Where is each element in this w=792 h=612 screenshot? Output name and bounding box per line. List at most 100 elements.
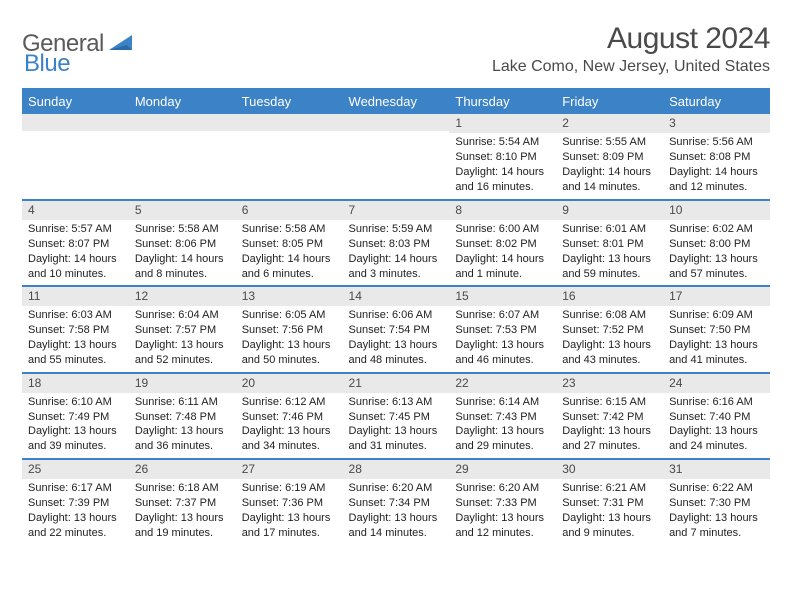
calendar-day-cell: 5Sunrise: 5:58 AMSunset: 8:06 PMDaylight… [129,200,236,286]
day-data: Sunrise: 6:18 AMSunset: 7:37 PMDaylight:… [129,479,236,544]
sunset-text: Sunset: 8:09 PM [562,150,657,165]
daylight-text: and 1 minute. [455,267,550,282]
sunset-text: Sunset: 7:48 PM [135,410,230,425]
sunset-text: Sunset: 8:07 PM [28,237,123,252]
day-data: Sunrise: 6:08 AMSunset: 7:52 PMDaylight:… [556,306,663,371]
day-data: Sunrise: 5:54 AMSunset: 8:10 PMDaylight:… [449,133,556,198]
day-data: Sunrise: 6:10 AMSunset: 7:49 PMDaylight:… [22,393,129,458]
daylight-text: Daylight: 14 hours [349,252,444,267]
weekday-header: Friday [556,90,663,114]
day-data: Sunrise: 6:03 AMSunset: 7:58 PMDaylight:… [22,306,129,371]
daylight-text: Daylight: 13 hours [455,511,550,526]
sunset-text: Sunset: 8:00 PM [669,237,764,252]
daylight-text: and 22 minutes. [28,526,123,541]
day-data: Sunrise: 6:20 AMSunset: 7:33 PMDaylight:… [449,479,556,544]
calendar-day-cell: 4Sunrise: 5:57 AMSunset: 8:07 PMDaylight… [22,200,129,286]
daylight-text: and 27 minutes. [562,439,657,454]
calendar-day-cell: 11Sunrise: 6:03 AMSunset: 7:58 PMDayligh… [22,286,129,372]
calendar-day-cell: 31Sunrise: 6:22 AMSunset: 7:30 PMDayligh… [663,459,770,545]
day-number: 18 [22,374,129,393]
sunrise-text: Sunrise: 6:01 AM [562,222,657,237]
daylight-text: and 14 minutes. [349,526,444,541]
calendar-day-cell: 27Sunrise: 6:19 AMSunset: 7:36 PMDayligh… [236,459,343,545]
sunrise-text: Sunrise: 6:07 AM [455,308,550,323]
sunrise-text: Sunrise: 6:14 AM [455,395,550,410]
calendar-day-cell: 10Sunrise: 6:02 AMSunset: 8:00 PMDayligh… [663,200,770,286]
month-title: August 2024 [492,22,770,56]
day-data: Sunrise: 6:15 AMSunset: 7:42 PMDaylight:… [556,393,663,458]
day-number: 10 [663,201,770,220]
day-number: 9 [556,201,663,220]
day-number [236,114,343,131]
calendar-day-cell: 8Sunrise: 6:00 AMSunset: 8:02 PMDaylight… [449,200,556,286]
sunrise-text: Sunrise: 5:56 AM [669,135,764,150]
daylight-text: and 48 minutes. [349,353,444,368]
daylight-text: Daylight: 13 hours [242,511,337,526]
sunrise-text: Sunrise: 6:17 AM [28,481,123,496]
day-number: 15 [449,287,556,306]
brand-triangle-icon [109,33,135,58]
calendar-day-cell: 13Sunrise: 6:05 AMSunset: 7:56 PMDayligh… [236,286,343,372]
calendar-day-cell: 24Sunrise: 6:16 AMSunset: 7:40 PMDayligh… [663,373,770,459]
day-number: 28 [343,460,450,479]
sunrise-text: Sunrise: 6:11 AM [135,395,230,410]
daylight-text: Daylight: 13 hours [242,424,337,439]
sunset-text: Sunset: 7:33 PM [455,496,550,511]
day-number: 4 [22,201,129,220]
day-number [343,114,450,131]
calendar-day-cell: 17Sunrise: 6:09 AMSunset: 7:50 PMDayligh… [663,286,770,372]
weekday-header: Saturday [663,90,770,114]
daylight-text: Daylight: 13 hours [349,511,444,526]
day-number: 25 [22,460,129,479]
daylight-text: Daylight: 13 hours [349,338,444,353]
sunset-text: Sunset: 8:08 PM [669,150,764,165]
daylight-text: Daylight: 13 hours [455,338,550,353]
sunrise-text: Sunrise: 5:54 AM [455,135,550,150]
day-number: 21 [343,374,450,393]
daylight-text: Daylight: 13 hours [28,338,123,353]
day-number: 19 [129,374,236,393]
calendar-week-row: 1Sunrise: 5:54 AMSunset: 8:10 PMDaylight… [22,114,770,200]
sunset-text: Sunset: 7:39 PM [28,496,123,511]
calendar-week-row: 11Sunrise: 6:03 AMSunset: 7:58 PMDayligh… [22,286,770,372]
sunrise-text: Sunrise: 6:12 AM [242,395,337,410]
sunset-text: Sunset: 7:43 PM [455,410,550,425]
daylight-text: Daylight: 13 hours [562,511,657,526]
sunset-text: Sunset: 7:36 PM [242,496,337,511]
calendar-day-cell: 18Sunrise: 6:10 AMSunset: 7:49 PMDayligh… [22,373,129,459]
daylight-text: and 19 minutes. [135,526,230,541]
day-number: 30 [556,460,663,479]
day-number: 14 [343,287,450,306]
daylight-text: and 50 minutes. [242,353,337,368]
sunrise-text: Sunrise: 6:20 AM [455,481,550,496]
day-data: Sunrise: 6:14 AMSunset: 7:43 PMDaylight:… [449,393,556,458]
calendar-day-cell: 30Sunrise: 6:21 AMSunset: 7:31 PMDayligh… [556,459,663,545]
header: General August 2024 Lake Como, New Jerse… [22,22,770,76]
day-number: 17 [663,287,770,306]
sunset-text: Sunset: 8:03 PM [349,237,444,252]
day-data: Sunrise: 6:17 AMSunset: 7:39 PMDaylight:… [22,479,129,544]
weekday-header: Sunday [22,90,129,114]
sunrise-text: Sunrise: 6:06 AM [349,308,444,323]
day-data: Sunrise: 6:00 AMSunset: 8:02 PMDaylight:… [449,220,556,285]
calendar-day-cell: 14Sunrise: 6:06 AMSunset: 7:54 PMDayligh… [343,286,450,372]
page: General August 2024 Lake Como, New Jerse… [0,0,792,545]
day-number: 24 [663,374,770,393]
calendar-day-cell [236,114,343,200]
calendar-week-row: 4Sunrise: 5:57 AMSunset: 8:07 PMDaylight… [22,200,770,286]
daylight-text: Daylight: 13 hours [562,338,657,353]
daylight-text: and 6 minutes. [242,267,337,282]
daylight-text: and 8 minutes. [135,267,230,282]
day-number: 11 [22,287,129,306]
day-number: 23 [556,374,663,393]
sunset-text: Sunset: 8:01 PM [562,237,657,252]
daylight-text: and 34 minutes. [242,439,337,454]
calendar-day-cell: 22Sunrise: 6:14 AMSunset: 7:43 PMDayligh… [449,373,556,459]
sunset-text: Sunset: 8:10 PM [455,150,550,165]
daylight-text: and 29 minutes. [455,439,550,454]
day-data: Sunrise: 6:04 AMSunset: 7:57 PMDaylight:… [129,306,236,371]
sunrise-text: Sunrise: 6:19 AM [242,481,337,496]
sunset-text: Sunset: 7:50 PM [669,323,764,338]
calendar-day-cell: 29Sunrise: 6:20 AMSunset: 7:33 PMDayligh… [449,459,556,545]
calendar-day-cell: 26Sunrise: 6:18 AMSunset: 7:37 PMDayligh… [129,459,236,545]
